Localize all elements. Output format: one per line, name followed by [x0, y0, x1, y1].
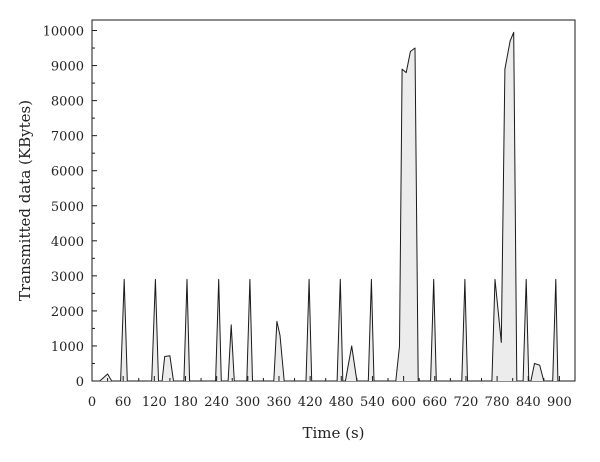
x-tick-label: 600: [391, 395, 416, 410]
y-tick-label: 7000: [51, 130, 84, 145]
y-tick-label: 2000: [51, 305, 84, 320]
y-tick-label: 5000: [51, 200, 84, 215]
y-tick-label: 10000: [43, 25, 84, 40]
x-tick-label: 480: [329, 395, 354, 410]
y-axis: 0 1000 2000 3000 4000 5000 6000 7000 8000 9000 100…: [43, 25, 97, 390]
x-tick-label: 900: [547, 395, 572, 410]
y-tick-label: 8000: [51, 95, 84, 110]
y-tick-label: 9000: [51, 60, 84, 75]
x-tick-label: 420: [298, 395, 323, 410]
x-tick-label: 720: [454, 395, 479, 410]
x-tick-label: 660: [422, 395, 447, 410]
series-area: [99, 32, 558, 382]
x-tick-label: 240: [204, 395, 229, 410]
y-axis-title: Transmitted data (KBytes): [16, 100, 34, 301]
series-line: [99, 31, 559, 382]
x-axis: 0 60 120 180 240 300 360 420 480 540 600 660 720 780 8…: [88, 376, 572, 410]
series-layer: [99, 31, 559, 382]
x-tick-label: 120: [142, 395, 167, 410]
x-tick-label: 0: [88, 395, 96, 410]
x-tick-label: 780: [485, 395, 510, 410]
x-tick-label: 300: [235, 395, 260, 410]
x-tick-label: 60: [115, 395, 132, 410]
x-tick-label: 360: [267, 395, 292, 410]
x-tick-label: 180: [173, 395, 198, 410]
y-tick-label: 1000: [51, 340, 84, 355]
x-tick-label: 840: [516, 395, 541, 410]
y-tick-label: 0: [76, 375, 84, 390]
y-tick-label: 3000: [51, 270, 84, 285]
y-tick-label: 6000: [51, 165, 84, 180]
y-tick-label: 4000: [51, 235, 84, 250]
x-tick-label: 540: [360, 395, 385, 410]
x-axis-title: Time (s): [302, 424, 364, 442]
